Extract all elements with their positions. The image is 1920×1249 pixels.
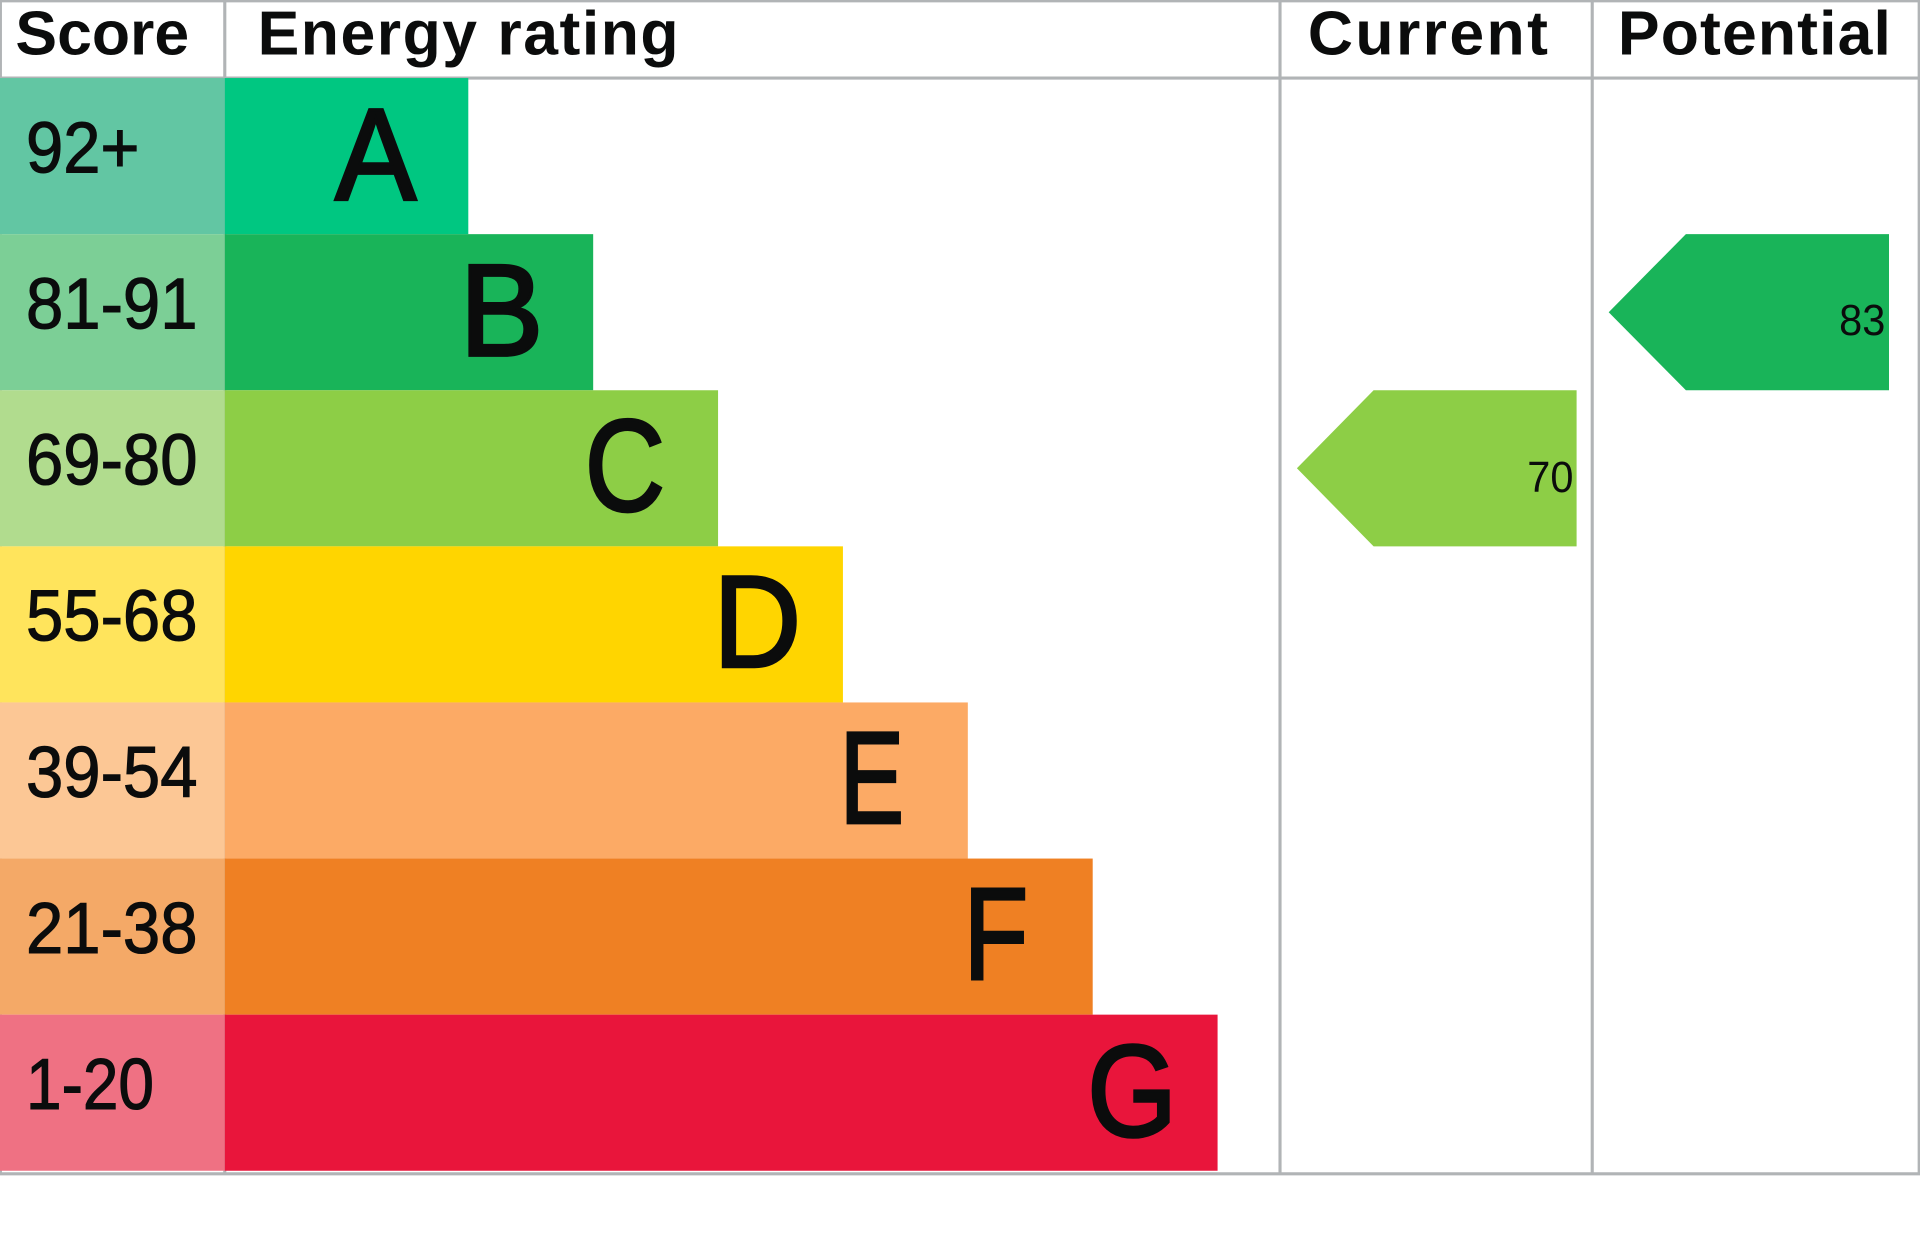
svg-text:G: G	[1087, 1019, 1177, 1164]
svg-text:A: A	[335, 81, 416, 227]
svg-text:39-54: 39-54	[26, 732, 198, 813]
svg-text:1-20: 1-20	[26, 1044, 154, 1125]
svg-text:Current: Current	[1308, 0, 1548, 68]
svg-text:C: C	[585, 392, 665, 539]
svg-text:E: E	[840, 705, 904, 851]
svg-text:81-91: 81-91	[26, 263, 198, 344]
svg-text:F: F	[964, 862, 1028, 1007]
svg-text:21-38: 21-38	[26, 888, 198, 969]
svg-text:69-80: 69-80	[26, 420, 198, 501]
svg-text:70: 70	[1527, 453, 1573, 502]
svg-text:83: 83	[1839, 296, 1885, 345]
svg-text:B: B	[460, 238, 544, 384]
svg-text:Potential: Potential	[1618, 0, 1891, 68]
svg-text:Score: Score	[15, 0, 189, 68]
svg-text:Energy rating: Energy rating	[258, 0, 679, 68]
svg-text:D: D	[713, 549, 801, 695]
svg-text:92+: 92+	[26, 107, 140, 188]
svg-text:55-68: 55-68	[26, 576, 198, 657]
